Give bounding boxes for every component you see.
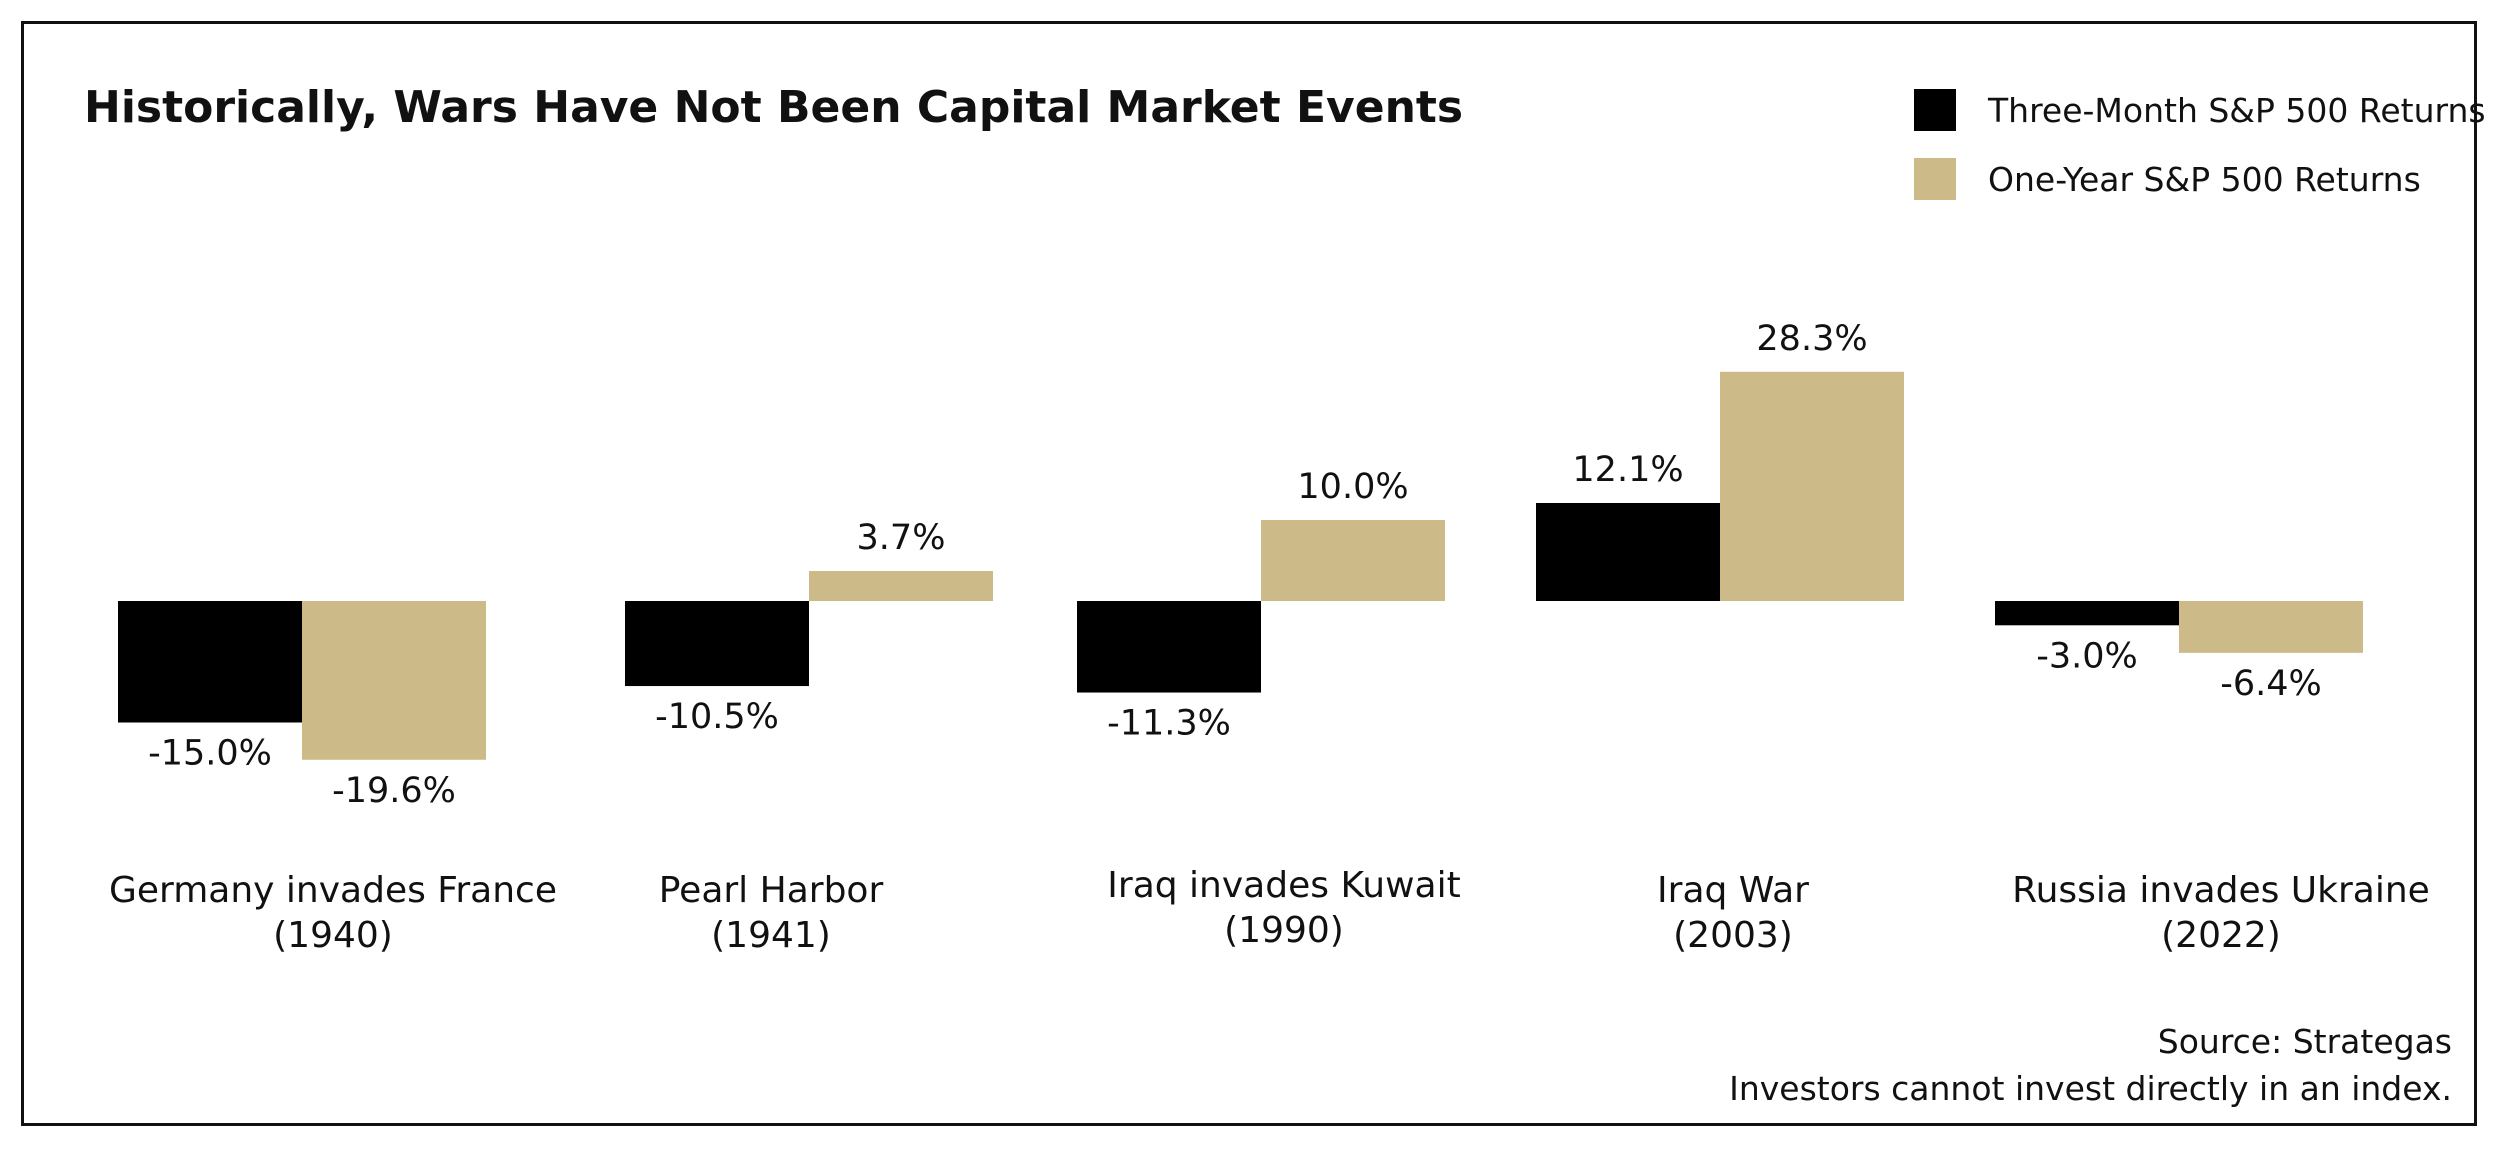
bar-one-year-1 xyxy=(809,571,993,601)
chart-frame xyxy=(21,21,2477,1126)
value-label-one-year-1: 3.7% xyxy=(857,518,946,558)
bar-three-month-0 xyxy=(118,601,302,723)
chart-title: Historically, Wars Have Not Been Capital… xyxy=(84,82,1464,133)
category-year: (1990) xyxy=(1224,910,1344,951)
category-year: (2022) xyxy=(2161,915,2281,956)
legend-label-one-year: One-Year S&P 500 Returns xyxy=(1988,159,2421,199)
source-text: Source: Strategas xyxy=(2157,1022,2452,1061)
value-label-three-month-1: -10.5% xyxy=(655,697,779,737)
category-label-russia-ukraine: Russia invades Ukraine (2022) xyxy=(1921,868,2500,958)
category-year: (1940) xyxy=(273,915,393,956)
category-year: (2003) xyxy=(1673,915,1793,956)
source-note: Source: Strategas Investors cannot inves… xyxy=(1729,1018,2452,1112)
bar-one-year-4 xyxy=(2179,601,2363,653)
category-name: Iraq invades Kuwait xyxy=(1107,865,1461,906)
category-label-iraq-war: Iraq War (2003) xyxy=(1433,868,2033,958)
value-label-one-year-2: 10.0% xyxy=(1297,467,1408,507)
bar-three-month-2 xyxy=(1077,601,1261,693)
legend-swatch-one-year xyxy=(1914,158,1956,200)
value-label-three-month-4: -3.0% xyxy=(2036,636,2138,676)
value-label-three-month-0: -15.0% xyxy=(148,734,272,774)
legend-item-three-month: Three-Month S&P 500 Returns xyxy=(1914,88,2486,132)
disclaimer-text: Investors cannot invest directly in an i… xyxy=(1729,1069,2452,1108)
value-label-one-year-4: -6.4% xyxy=(2220,664,2322,704)
value-label-three-month-3: 12.1% xyxy=(1572,450,1683,490)
category-label-pearl-harbor: Pearl Harbor (1941) xyxy=(471,868,1071,958)
legend-swatch-three-month xyxy=(1914,89,1956,131)
legend: Three-Month S&P 500 Returns One-Year S&P… xyxy=(1914,88,2486,226)
bar-one-year-2 xyxy=(1261,520,1445,601)
value-label-one-year-3: 28.3% xyxy=(1756,319,1867,359)
category-label-iraq-kuwait: Iraq invades Kuwait (1990) xyxy=(984,863,1584,953)
category-name: Germany invades France xyxy=(109,870,557,911)
bar-three-month-4 xyxy=(1995,601,2179,626)
category-name: Russia invades Ukraine xyxy=(2012,870,2430,911)
category-year: (1941) xyxy=(711,915,831,956)
value-label-one-year-0: -19.6% xyxy=(332,771,456,811)
bar-three-month-3 xyxy=(1536,502,1720,601)
bar-one-year-3 xyxy=(1720,371,1904,601)
category-label-germany-france: Germany invades France (1940) xyxy=(33,868,633,958)
legend-item-one-year: One-Year S&P 500 Returns xyxy=(1914,157,2486,201)
legend-label-three-month: Three-Month S&P 500 Returns xyxy=(1988,90,2486,130)
value-label-three-month-2: -11.3% xyxy=(1107,704,1231,744)
bar-one-year-0 xyxy=(302,601,486,760)
bar-three-month-1 xyxy=(625,601,809,687)
category-name: Pearl Harbor xyxy=(658,870,884,911)
category-name: Iraq War xyxy=(1657,870,1809,911)
